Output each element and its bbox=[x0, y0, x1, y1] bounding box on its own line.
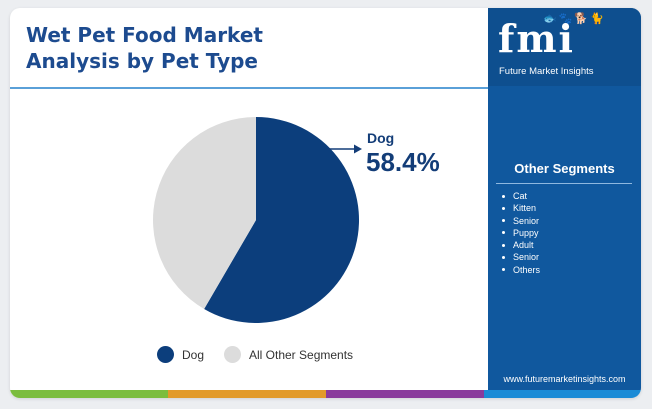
website-link[interactable]: www.futuremarketinsights.com bbox=[503, 374, 626, 384]
logo-letters: fmi bbox=[498, 16, 575, 61]
segment-item: Senior bbox=[500, 215, 540, 227]
pie-slice-dog bbox=[204, 117, 360, 324]
footer-stripe-green bbox=[10, 390, 168, 398]
legend-label-dog: Dog bbox=[182, 347, 205, 362]
other-segments-heading: Other Segments bbox=[514, 161, 615, 176]
title-line-1: Wet Pet Food Market bbox=[26, 23, 263, 47]
segment-item: Puppy bbox=[500, 227, 540, 239]
pie-slice-other bbox=[153, 117, 256, 309]
legend-item-dog: Dog bbox=[157, 346, 204, 363]
title-line-2: Analysis by Pet Type bbox=[26, 49, 258, 73]
pie-chart bbox=[153, 117, 362, 324]
fmi-logo: 🐟🐾🐕🐈 fmi Future Market Insights bbox=[488, 8, 641, 86]
legend-swatch-other bbox=[224, 346, 241, 363]
segment-item: Senior bbox=[500, 251, 540, 263]
callout-value: 58.4% bbox=[366, 147, 440, 177]
title-divider bbox=[10, 87, 488, 89]
chart-title: Wet Pet Food Market Analysis by Pet Type bbox=[26, 22, 466, 74]
legend-swatch-dog bbox=[157, 346, 174, 363]
legend-item-other: All Other Segments bbox=[224, 346, 353, 363]
footer-stripe-purple bbox=[326, 390, 484, 398]
segment-item: Cat bbox=[500, 190, 540, 202]
segments-list: Cat Kitten Senior Puppy Adult Senior Oth… bbox=[500, 190, 540, 276]
legend-label-other: All Other Segments bbox=[249, 347, 354, 362]
pet-icons: 🐟🐾🐕🐈 bbox=[543, 13, 606, 25]
footer-stripe-blue bbox=[484, 390, 641, 398]
segment-item: Kitten bbox=[500, 202, 540, 214]
logo-subtitle: Future Market Insights bbox=[499, 66, 594, 77]
callout-arrowhead bbox=[354, 144, 362, 154]
callout-label: Dog bbox=[367, 130, 395, 146]
segment-item: Adult bbox=[500, 239, 540, 251]
chart-card: Wet Pet Food Market Analysis by Pet Type… bbox=[10, 8, 641, 398]
segments-divider bbox=[496, 183, 632, 184]
footer-stripe-orange bbox=[168, 390, 326, 398]
segment-item: Others bbox=[500, 264, 540, 276]
